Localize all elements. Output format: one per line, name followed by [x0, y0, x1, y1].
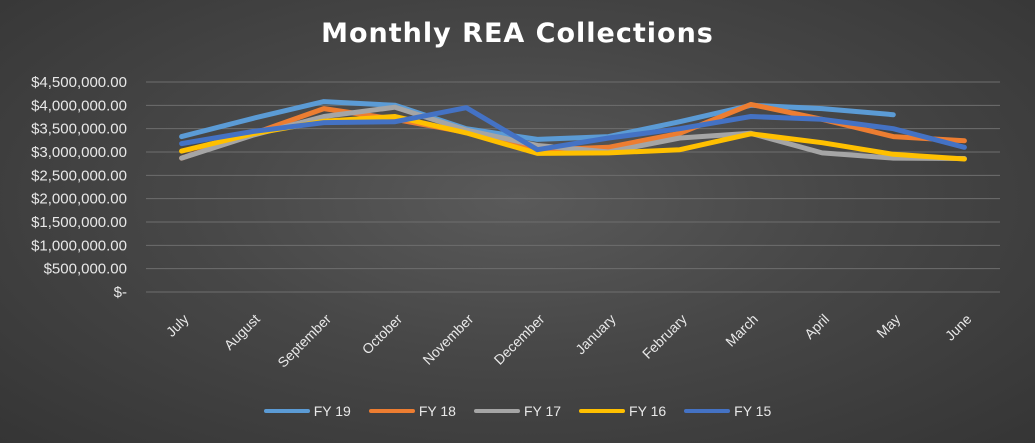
- legend-swatch: [684, 409, 731, 413]
- series-line-fy19: [179, 99, 896, 142]
- series-line-fy17: [179, 104, 967, 161]
- x-tick-label: July: [163, 311, 192, 340]
- x-tick-label: April: [801, 311, 832, 342]
- x-tick-label: May: [873, 311, 903, 341]
- legend-swatch: [473, 409, 520, 413]
- y-tick-label: $-: [114, 284, 127, 301]
- x-tick-label: January: [572, 311, 619, 358]
- x-axis-tick-labels: July August September October November Decemb…: [163, 311, 975, 371]
- legend-item: FY 15: [684, 403, 771, 419]
- chart-title: Monthly REA Collections: [321, 18, 714, 49]
- y-tick-label: $2,000,000.00: [31, 191, 127, 208]
- y-tick-label: $3,000,000.00: [31, 144, 127, 161]
- legend-label: FY 19: [313, 403, 351, 419]
- legend-label: FY 18: [418, 403, 456, 419]
- legend: FY 19 FY 18 FY 17 FY 16 FY 15: [0, 403, 1035, 419]
- y-tick-label: $2,500,000.00: [31, 167, 127, 184]
- x-tick-label: February: [639, 311, 690, 362]
- x-tick-label: September: [274, 311, 334, 371]
- y-tick-label: $500,000.00: [44, 261, 127, 278]
- legend-item: FY 19: [263, 403, 351, 419]
- x-tick-label: October: [359, 311, 406, 358]
- legend-label: FY 16: [629, 403, 667, 419]
- series-line-fy15: [179, 105, 967, 153]
- y-tick-label: $4,000,000.00: [31, 97, 127, 114]
- x-tick-label: November: [419, 311, 476, 368]
- legend-item: FY 18: [368, 403, 456, 419]
- legend-item: FY 16: [579, 403, 666, 419]
- y-axis-tick-labels: $- $500,000.00 $1,000,000.00 $1,500,000.00 $…: [31, 74, 127, 301]
- legend-swatch: [368, 409, 415, 413]
- y-tick-label: $1,000,000.00: [31, 237, 127, 254]
- y-tick-label: $4,500,000.00: [31, 74, 127, 91]
- legend-label: FY 17: [523, 403, 562, 419]
- x-tick-label: December: [491, 311, 548, 368]
- y-tick-label: $3,500,000.00: [31, 121, 127, 138]
- legend-swatch: [579, 409, 626, 413]
- x-tick-label: March: [722, 311, 761, 350]
- series-lines: [179, 99, 967, 162]
- legend-swatch: [263, 409, 310, 413]
- x-tick-label: June: [942, 311, 975, 344]
- legend-item: FY 17: [473, 403, 562, 419]
- legend-label: FY 15: [734, 403, 772, 419]
- y-tick-label: $1,500,000.00: [31, 214, 127, 231]
- x-tick-label: August: [221, 311, 263, 353]
